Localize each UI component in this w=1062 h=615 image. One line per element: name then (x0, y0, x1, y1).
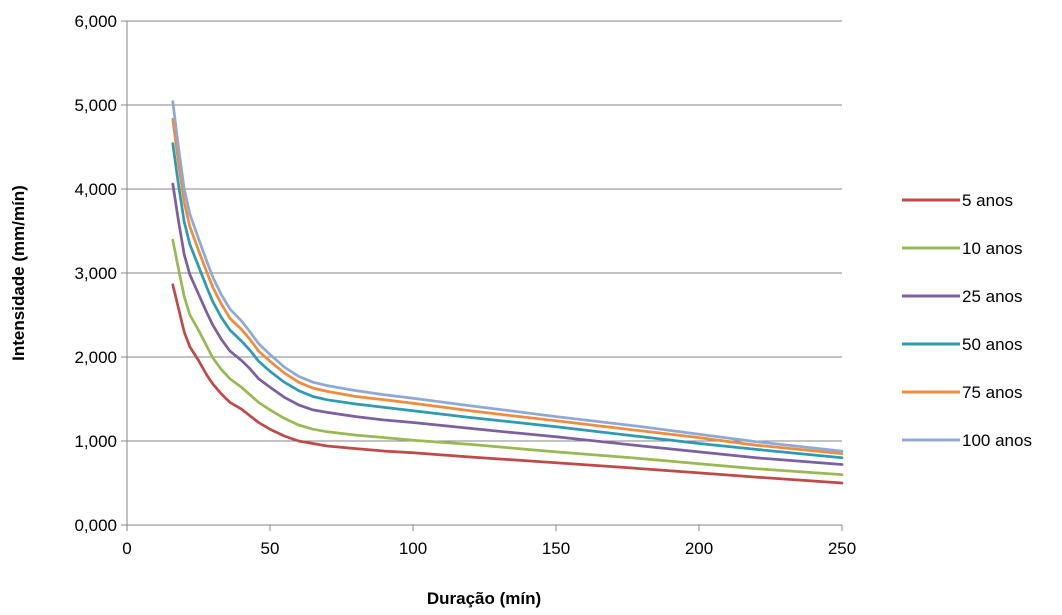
legend-label-2: 25 anos (962, 287, 1023, 306)
y-tick-label: 3,000 (74, 264, 117, 283)
series-line-1 (171, 238, 844, 476)
series-line-0 (171, 283, 844, 485)
x-tick-label: 150 (542, 539, 570, 558)
legend-label-4: 75 anos (962, 383, 1023, 402)
series-line-3 (171, 142, 844, 460)
series-line-5 (171, 100, 844, 453)
x-tick-label: 250 (828, 539, 856, 558)
legend: 5 anos 10 anos 25 anos 50 anos 75 anos 100 an… (902, 191, 1032, 450)
axes (121, 20, 843, 531)
x-tick-label: 50 (261, 539, 280, 558)
x-tick-label: 100 (399, 539, 427, 558)
x-tick-label: 0 (122, 539, 131, 558)
y-axis-title: Intensidade (mm/mín) (9, 185, 28, 361)
y-tick-label: 6,000 (74, 12, 117, 31)
series-line-2 (171, 182, 844, 466)
y-tick-label: 4,000 (74, 180, 117, 199)
series-line-4 (171, 117, 844, 455)
y-tick-label: 5,000 (74, 96, 117, 115)
series-lines (171, 100, 844, 485)
legend-label-3: 50 anos (962, 335, 1023, 354)
grid-lines (127, 20, 842, 442)
x-axis-title: Duração (mín) (427, 589, 541, 608)
legend-label-0: 5 anos (962, 191, 1013, 210)
x-tick-label: 200 (685, 539, 713, 558)
y-tick-label: 1,000 (74, 432, 117, 451)
y-tick-labels: 0,000 1,000 2,000 3,000 4,000 5,000 6,000 (74, 12, 117, 535)
legend-label-1: 10 anos (962, 239, 1023, 258)
x-tick-labels: 0 50 100 150 200 250 (122, 539, 856, 558)
legend-label-5: 100 anos (962, 431, 1032, 450)
y-tick-label: 2,000 (74, 348, 117, 367)
y-tick-label: 0,000 (74, 516, 117, 535)
